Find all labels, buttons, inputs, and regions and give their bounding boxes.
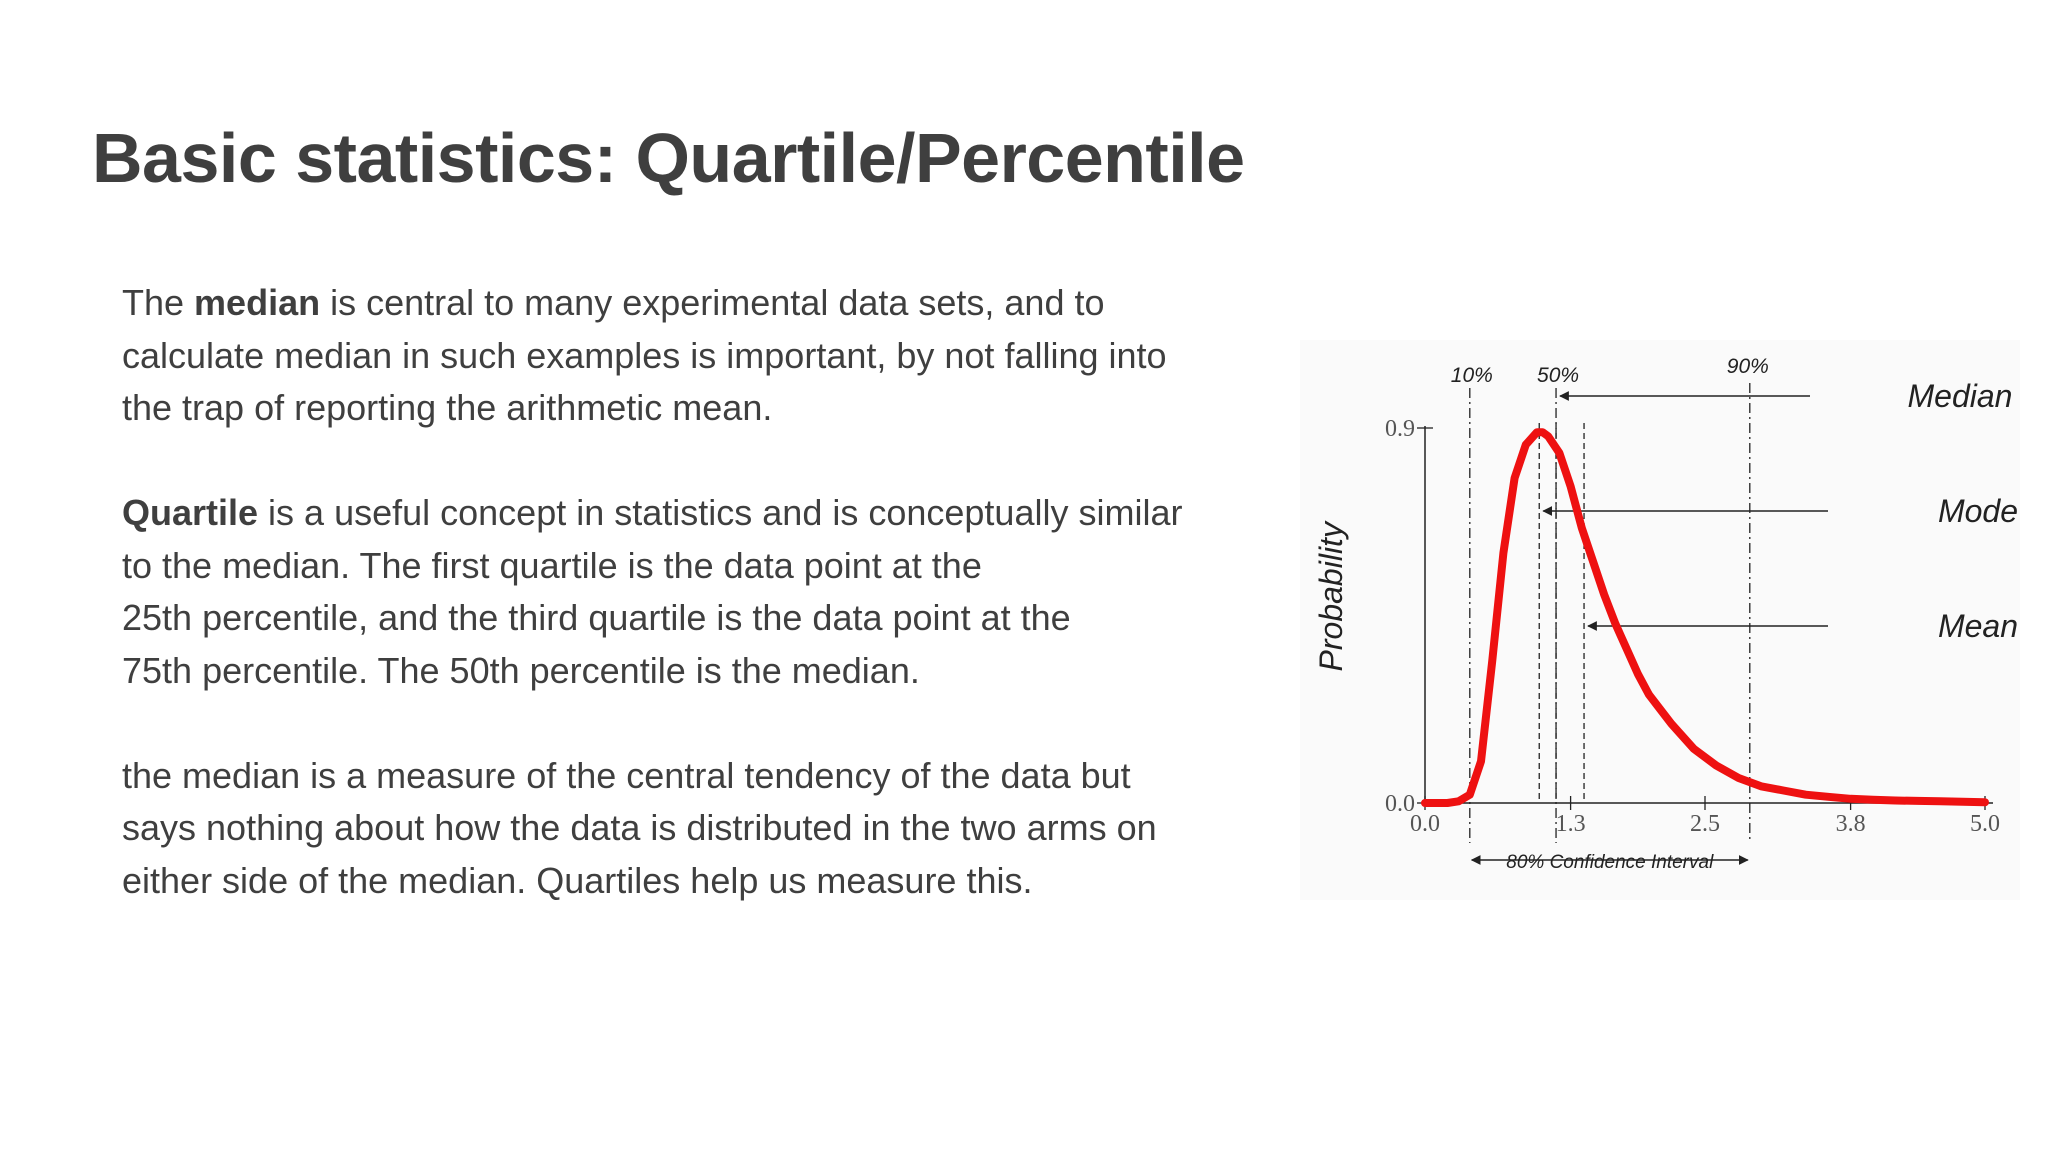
text-line: 25th percentile, and the third quartile … xyxy=(122,597,1071,638)
y-tick-label: 0.9 xyxy=(1385,416,1415,442)
text-line: says nothing about how the data is distr… xyxy=(122,807,1157,848)
probability-chart: 0.0 1.3 2.5 3.8 5.0 0.0 0.9 Probability 10% 50% 90… xyxy=(1313,355,2018,873)
text-line: Quartile is a useful concept in statisti… xyxy=(122,492,1183,533)
text-line: The median is central to many experiment… xyxy=(122,282,1105,323)
x-tick-label: 3.8 xyxy=(1836,811,1866,837)
distribution-figure: 0.0 1.3 2.5 3.8 5.0 0.0 0.9 Probability 10% 50% 90… xyxy=(1300,340,2020,900)
text-line: the median is a measure of the central t… xyxy=(122,754,1131,796)
x-tick-label: 5.0 xyxy=(1970,811,2000,837)
reference-label: Mean xyxy=(1938,608,2018,644)
percentile-label: 10% xyxy=(1451,364,1493,387)
probability-curve xyxy=(1421,428,1989,807)
x-tick-label: 0.0 xyxy=(1410,811,1440,837)
slide-title: Basic statistics: Quartile/Percentile xyxy=(92,119,1245,197)
paragraph-central-tendency: the median is a measure of the central t… xyxy=(122,750,1272,908)
text-line: calculate median in such examples is imp… xyxy=(122,334,1167,376)
text-line: either side of the median. Quartiles hel… xyxy=(122,859,1033,901)
confidence-interval-label: 80% Confidence Interval xyxy=(1506,852,1714,873)
text-line: the trap of reporting the arithmetic mea… xyxy=(122,387,773,428)
x-tick-label: 2.5 xyxy=(1690,811,1720,837)
reference-label: Median xyxy=(1908,378,2013,414)
reference-label: Mode xyxy=(1938,493,2018,529)
y-axis-label: Probability xyxy=(1313,520,1349,671)
percentile-label: 90% xyxy=(1727,355,1769,378)
y-tick-label: 0.0 xyxy=(1385,791,1415,817)
text-line: 75th percentile. The 50th percentile is … xyxy=(122,649,920,691)
paragraph-quartile: Quartile is a useful concept in statisti… xyxy=(122,487,1272,697)
text-line: to the median. The first quartile is the… xyxy=(122,544,982,586)
percentile-label: 50% xyxy=(1537,364,1579,387)
paragraph-median: The median is central to many experiment… xyxy=(122,277,1272,435)
x-tick-label: 1.3 xyxy=(1556,811,1586,837)
slide-body: The median is central to many experiment… xyxy=(122,277,1272,960)
